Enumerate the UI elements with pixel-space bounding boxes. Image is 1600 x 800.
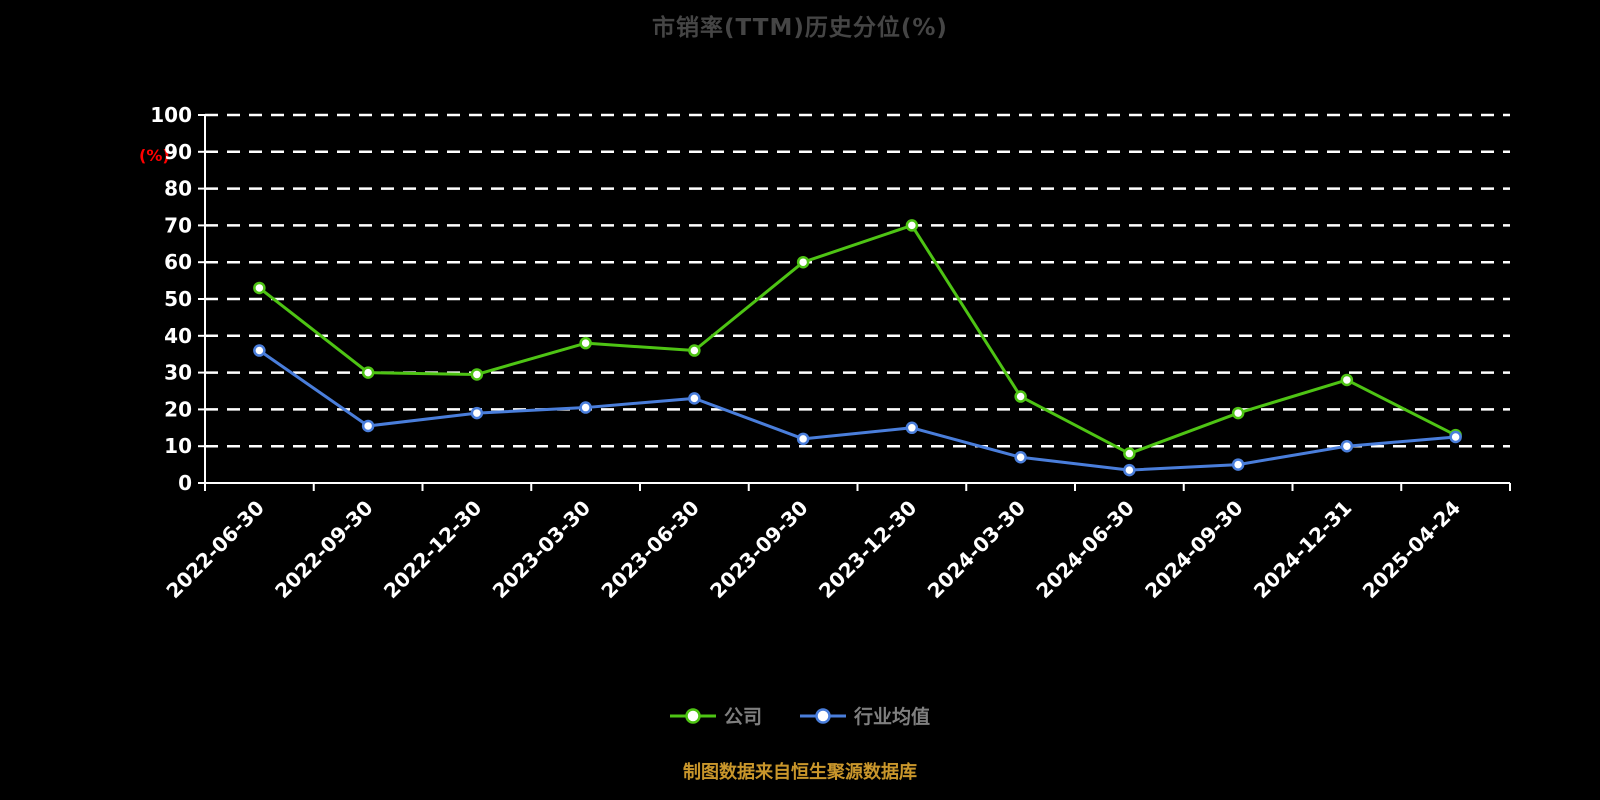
x-axis-tick-label: 2024-09-30 xyxy=(1140,496,1247,603)
data-point-marker xyxy=(1231,406,1245,420)
legend-item-company[interactable]: 公司 xyxy=(669,702,762,729)
industry-average-series-marker-icon xyxy=(800,707,846,724)
data-point-marker xyxy=(470,406,484,420)
chart-legend: 公司 行业均值 xyxy=(0,702,1600,729)
y-axis-tick-label: 90 xyxy=(164,140,192,164)
y-axis-tick-label: 10 xyxy=(164,434,192,458)
x-axis-tick-label: 2023-12-30 xyxy=(814,496,921,603)
legend-item-industry-average[interactable]: 行业均值 xyxy=(800,702,930,729)
data-point-marker xyxy=(361,419,375,433)
y-axis-tick-label: 0 xyxy=(178,471,192,495)
data-point-marker xyxy=(579,336,592,350)
legend-label-company: 公司 xyxy=(723,706,762,728)
data-point-marker xyxy=(1014,390,1027,403)
x-axis-tick-label: 2023-06-30 xyxy=(596,496,703,603)
x-axis-tick-label: 2025-04-24 xyxy=(1358,496,1465,603)
data-point-marker xyxy=(1231,458,1245,471)
y-axis-tick-label: 80 xyxy=(164,177,192,201)
legend-label-industry-average: 行业均值 xyxy=(854,706,931,728)
y-axis-tick-label: 60 xyxy=(164,250,192,274)
data-point-marker xyxy=(253,344,266,357)
x-axis-tick-label: 2023-09-30 xyxy=(705,496,812,603)
x-axis-tick-label: 2022-12-30 xyxy=(379,496,486,603)
y-axis-tick-label: 20 xyxy=(164,397,192,421)
data-point-marker xyxy=(1449,430,1462,444)
data-point-marker xyxy=(361,366,375,379)
y-axis-tick-label: 70 xyxy=(164,213,192,237)
data-point-marker xyxy=(1123,463,1136,477)
data-source-note: 制图数据来自恒生聚源数据库 xyxy=(683,762,917,783)
x-axis-tick-label: 2022-09-30 xyxy=(270,496,377,603)
chart-title: 市销率(TTM)历史分位(%) xyxy=(652,15,948,41)
series-line xyxy=(257,349,1458,472)
series-line xyxy=(257,223,1458,456)
data-point-marker xyxy=(1340,373,1354,387)
data-point-marker xyxy=(905,421,919,435)
data-point-marker xyxy=(253,281,266,295)
data-point-marker xyxy=(579,401,592,414)
data-point-marker xyxy=(796,432,810,446)
y-axis-tick-label: 40 xyxy=(164,324,192,348)
data-point-marker xyxy=(1014,450,1027,464)
x-axis-tick-label: 2024-06-30 xyxy=(1031,496,1138,603)
y-axis-tick-label: 100 xyxy=(150,103,192,127)
data-point-marker xyxy=(1123,447,1136,460)
y-axis-unit-label: (%) xyxy=(139,146,170,165)
y-axis-tick-label: 50 xyxy=(164,287,192,311)
x-axis-tick-label: 2023-03-30 xyxy=(488,496,595,603)
x-axis-tick-label: 2024-12-31 xyxy=(1249,496,1356,603)
data-point-marker xyxy=(905,219,919,232)
data-point-marker xyxy=(1340,439,1354,453)
y-axis-tick-label: 30 xyxy=(164,361,192,385)
x-axis-tick-label: 2024-03-30 xyxy=(923,496,1030,603)
data-point-marker xyxy=(796,255,810,269)
company-series-marker-icon xyxy=(669,707,716,724)
data-point-marker xyxy=(688,344,701,357)
data-point-marker xyxy=(688,392,701,405)
x-axis-tick-label: 2022-06-30 xyxy=(161,496,268,603)
data-point-marker xyxy=(470,368,484,381)
